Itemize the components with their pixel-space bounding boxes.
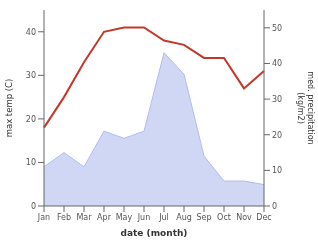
svg-text:40: 40 xyxy=(272,59,282,68)
svg-text:30: 30 xyxy=(272,95,282,104)
svg-text:40: 40 xyxy=(26,28,36,37)
svg-text:Aug: Aug xyxy=(176,213,192,222)
svg-text:Apr: Apr xyxy=(97,213,112,222)
svg-text:20: 20 xyxy=(272,131,282,140)
svg-text:0: 0 xyxy=(272,202,277,211)
svg-text:max temp (C): max temp (C) xyxy=(8,79,14,138)
svg-text:Nov: Nov xyxy=(236,213,252,222)
svg-text:50: 50 xyxy=(272,24,282,33)
svg-text:Oct: Oct xyxy=(217,213,231,222)
svg-text:Mar: Mar xyxy=(76,213,92,222)
svg-text:Dec: Dec xyxy=(256,213,271,222)
svg-text:Jul: Jul xyxy=(158,213,169,222)
svg-text:Sep: Sep xyxy=(196,213,211,222)
svg-text:med. precipitation(kg/m2): med. precipitation(kg/m2) xyxy=(296,71,310,144)
svg-text:date (month): date (month) xyxy=(121,228,188,238)
svg-text:Jan: Jan xyxy=(37,213,50,222)
svg-text:20: 20 xyxy=(26,115,36,124)
svg-text:Feb: Feb xyxy=(57,213,71,222)
svg-text:10: 10 xyxy=(26,158,36,167)
svg-text:10: 10 xyxy=(272,166,282,175)
svg-text:May: May xyxy=(116,213,133,222)
svg-text:0: 0 xyxy=(31,202,36,211)
svg-text:Jun: Jun xyxy=(137,213,151,222)
svg-text:30: 30 xyxy=(26,71,36,80)
